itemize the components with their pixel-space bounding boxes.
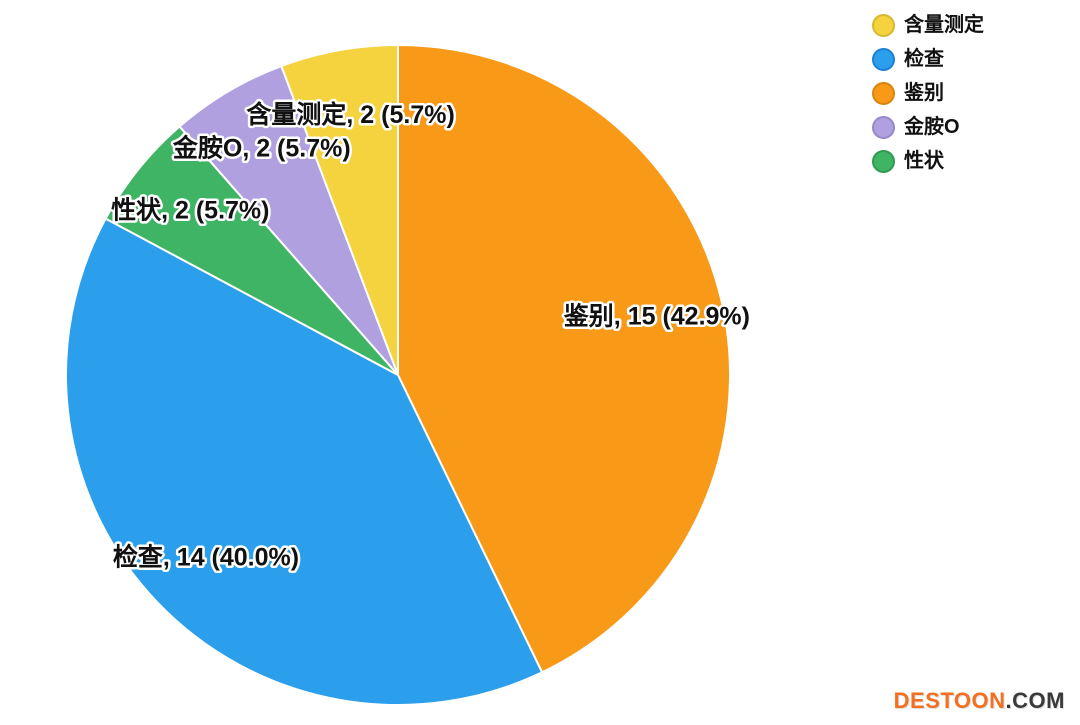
legend-color-swatch xyxy=(872,115,895,139)
legend-item: 鉴别 xyxy=(872,76,984,110)
legend-color-swatch xyxy=(872,47,895,71)
pie-slice xyxy=(397,44,731,674)
legend-item-label: 金胺O xyxy=(904,116,960,138)
legend-color-swatch xyxy=(872,13,895,37)
legend-color-swatch xyxy=(872,81,895,105)
legend-item: 金胺O xyxy=(872,110,984,144)
legend-item: 检查 xyxy=(872,42,984,76)
legend-item-label: 含量测定 xyxy=(904,14,984,36)
watermark-brand: DESTOON xyxy=(893,688,1006,713)
legend-item: 性状 xyxy=(872,144,984,178)
watermark-suffix: .COM xyxy=(1005,688,1065,713)
legend-item-label: 性状 xyxy=(904,150,944,172)
pie-slice-label: 含量测定, 2 (5.7%) xyxy=(246,100,454,129)
legend-item: 含量测定 xyxy=(872,8,984,42)
pie-slice xyxy=(65,217,544,706)
watermark: DESTOON.COM xyxy=(894,688,1065,714)
pie-slice-label: 鉴别, 15 (42.9%) xyxy=(563,302,750,330)
chart-legend: 含量测定检查鉴别金胺O 性状 xyxy=(872,8,984,178)
pie-slice xyxy=(280,44,399,376)
legend-item-label: 鉴别 xyxy=(904,82,944,104)
legend-color-swatch xyxy=(872,149,895,173)
pie-slice-label: 金胺O, 2 (5.7%) xyxy=(172,133,351,162)
legend-item-label: 检查 xyxy=(904,48,944,70)
pie-slice-label: 检查, 14 (40.0%) xyxy=(113,542,299,571)
pie-slice-label: 性状, 2 (5.7%) xyxy=(111,196,269,224)
